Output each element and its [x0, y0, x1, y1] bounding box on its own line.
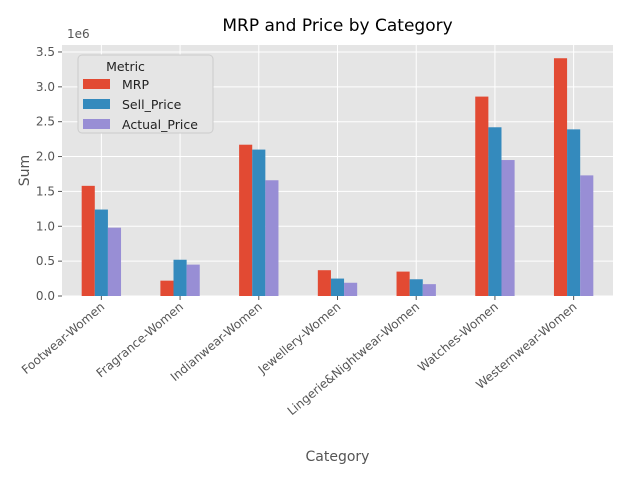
y-tick-label: 3.5: [36, 45, 55, 59]
bar-actual-price: [580, 175, 594, 296]
legend: Metric MRP Sell_Price Actual_Price: [77, 54, 214, 134]
legend-box: [77, 54, 214, 134]
bar-mrp: [81, 185, 95, 296]
bar-actual-price: [422, 284, 436, 296]
bar-sell-price: [252, 149, 266, 296]
y-tick-label: 0.5: [36, 254, 55, 268]
y-tick-label: 1.5: [36, 184, 55, 198]
y-tick-label: 0.0: [36, 289, 55, 303]
legend-swatch: [83, 79, 110, 89]
bar-sell-price: [409, 279, 423, 296]
bar-mrp: [239, 144, 253, 296]
bar-sell-price: [488, 127, 502, 297]
bar-mrp: [317, 270, 331, 296]
legend-title: Metric: [106, 59, 145, 74]
legend-label: Actual_Price: [122, 117, 198, 132]
legend-label: Sell_Price: [122, 97, 182, 112]
x-tick-label: Footwear-Women: [19, 300, 107, 377]
y-tick-label: 2.0: [36, 150, 55, 164]
x-axis-ticks: Footwear-WomenFragrance-WomenIndianwear-…: [19, 296, 580, 418]
x-tick-label: Fragrance-Women: [94, 300, 186, 381]
y-tick-label: 3.0: [36, 80, 55, 94]
bars: [81, 58, 594, 297]
legend-items: MRP Sell_Price Actual_Price: [83, 77, 198, 132]
bar-actual-price: [344, 282, 358, 296]
bar-mrp: [475, 96, 489, 296]
y-tick-label: 1.0: [36, 219, 55, 233]
bar-sell-price: [173, 259, 187, 296]
bar-mrp: [160, 280, 174, 296]
bar-actual-price: [501, 160, 515, 296]
y-axis-label: Sum: [17, 155, 33, 186]
bar-actual-price: [265, 180, 279, 296]
x-tick-label: Watches-Women: [415, 300, 501, 375]
bar-sell-price: [94, 209, 108, 296]
chart-title: MRP and Price by Category: [222, 16, 452, 36]
x-tick-label: Jewellery-Women: [255, 300, 344, 378]
bar-sell-price: [567, 129, 581, 296]
y-axis-multiplier: 1e6: [67, 27, 90, 41]
bar-mrp: [396, 271, 410, 296]
x-axis-label: Category: [306, 449, 370, 465]
x-tick-label: Lingerie&Nightwear-Women: [285, 300, 422, 418]
bar-sell-price: [330, 278, 345, 296]
bar-actual-price: [186, 264, 200, 296]
bar-mrp: [553, 58, 568, 296]
legend-swatch: [83, 119, 110, 129]
legend-swatch: [83, 99, 110, 109]
y-tick-label: 2.5: [36, 115, 55, 129]
legend-label: MRP: [122, 77, 149, 92]
y-axis-ticks: 0.0 0.5 1.0 1.5 2.0 2.5 3.0 3.5: [36, 45, 62, 303]
bar-actual-price: [107, 227, 122, 296]
